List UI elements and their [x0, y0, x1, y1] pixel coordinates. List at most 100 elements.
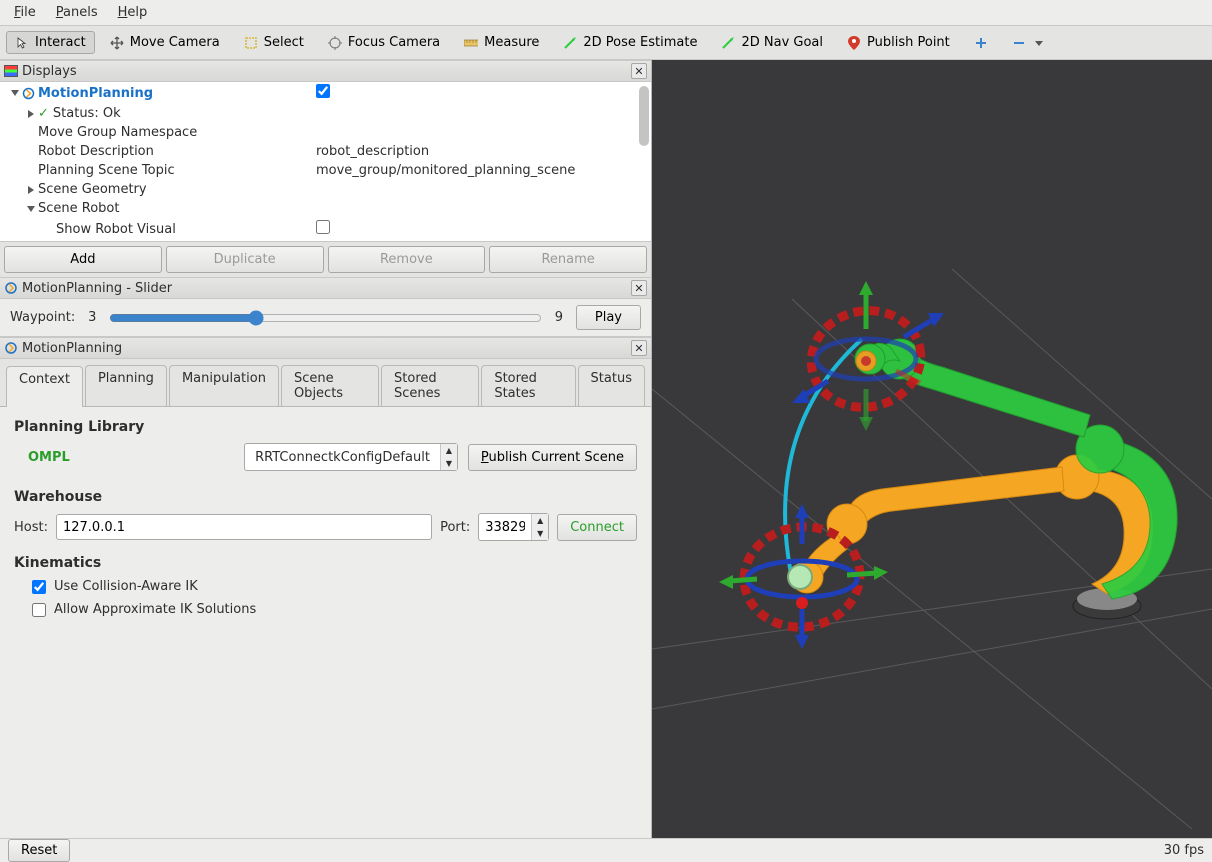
menubar: File Panels Help — [0, 0, 1212, 26]
tool-focus-camera-label: Focus Camera — [348, 35, 440, 50]
slider-header: MotionPlanning - Slider ✕ — [0, 277, 651, 299]
tab-scene-objects[interactable]: Scene Objects — [281, 365, 379, 406]
tab-stored-states[interactable]: Stored States — [481, 365, 575, 406]
add-button[interactable]: Add — [4, 246, 162, 273]
waypoint-value: 3 — [85, 310, 99, 325]
mp-title: MotionPlanning — [22, 341, 631, 356]
tree-row[interactable]: Planning Scene Topicmove_group/monitored… — [0, 161, 651, 180]
displays-buttons: Add Duplicate Remove Rename — [0, 242, 651, 277]
tool-focus-camera[interactable]: Focus Camera — [319, 31, 449, 54]
scrollbar-thumb[interactable] — [639, 86, 649, 146]
tool-publish-point-label: Publish Point — [867, 35, 950, 50]
collision-ik-checkbox[interactable] — [32, 580, 46, 594]
port-spin-down-icon[interactable]: ▼ — [532, 527, 548, 540]
combo-spinner[interactable]: ▲▼ — [440, 444, 457, 470]
waypoint-slider[interactable] — [109, 310, 542, 326]
displays-header: Displays ✕ — [0, 60, 651, 82]
tree-row[interactable]: Move Group Namespace — [0, 123, 651, 142]
collision-ik-label: Use Collision-Aware IK — [54, 579, 198, 594]
tool-move-camera[interactable]: Move Camera — [101, 31, 229, 54]
spin-up-icon[interactable]: ▲ — [441, 444, 457, 457]
port-label: Port: — [440, 520, 470, 535]
tree-checkbox[interactable] — [316, 84, 330, 98]
interact-icon — [15, 36, 29, 50]
tree-row[interactable]: Scene Geometry — [0, 180, 651, 199]
mp-panel-icon — [4, 341, 18, 355]
tree-row[interactable]: Show Robot Collision — [0, 240, 651, 242]
slider-close-icon[interactable]: ✕ — [631, 280, 647, 296]
displays-title: Displays — [22, 64, 631, 79]
slider-title: MotionPlanning - Slider — [22, 281, 631, 296]
planner-name: OMPL — [14, 450, 70, 465]
left-pane: Displays ✕ MotionPlanningStatus: OkMove … — [0, 60, 652, 838]
tool-plus[interactable] — [965, 32, 997, 54]
menu-file[interactable]: File — [6, 2, 44, 23]
kinematics-label: Kinematics — [14, 555, 637, 571]
menu-panels[interactable]: Panels — [48, 2, 106, 23]
tree-row[interactable]: Show Robot Visual — [0, 218, 651, 240]
focus-camera-icon — [328, 36, 342, 50]
tool-publish-point[interactable]: Publish Point — [838, 31, 959, 54]
approx-ik-checkbox[interactable] — [32, 603, 46, 617]
spin-down-icon[interactable]: ▼ — [441, 457, 457, 470]
planner-config-combo[interactable]: RRTConnectkConfigDefault ▲▼ — [244, 443, 458, 471]
port-input-group: ▲▼ — [478, 513, 549, 541]
tool-move-camera-label: Move Camera — [130, 35, 220, 50]
slider-panel-icon — [4, 281, 18, 295]
nav-goal-icon — [721, 36, 735, 50]
play-button[interactable]: Play — [576, 305, 641, 330]
remove-button[interactable]: Remove — [328, 246, 486, 273]
tool-select-label: Select — [264, 35, 304, 50]
planner-config-value: RRTConnectkConfigDefault — [245, 450, 440, 465]
planning-library-label: Planning Library — [14, 419, 637, 435]
select-icon — [244, 36, 258, 50]
reset-button[interactable]: Reset — [8, 839, 70, 862]
tree-checkbox[interactable] — [316, 220, 330, 234]
warehouse-label: Warehouse — [14, 489, 637, 505]
connect-button[interactable]: Connect — [557, 514, 637, 541]
tool-minus-dropdown[interactable] — [1003, 32, 1055, 54]
tree-row[interactable]: MotionPlanning — [0, 82, 651, 104]
displays-icon — [4, 65, 18, 77]
tool-pose-estimate[interactable]: 2D Pose Estimate — [554, 31, 706, 54]
mp-close-icon[interactable]: ✕ — [631, 340, 647, 356]
tool-pose-estimate-label: 2D Pose Estimate — [583, 35, 697, 50]
menu-help[interactable]: Help — [110, 2, 156, 23]
statusbar: Reset 30 fps — [0, 838, 1212, 862]
move-camera-icon — [110, 36, 124, 50]
pose-estimate-icon — [563, 36, 577, 50]
mp-tab-body: Planning Library OMPL RRTConnectkConfigD… — [0, 406, 651, 838]
tab-status[interactable]: Status — [578, 365, 645, 406]
tree-row[interactable]: Status: Ok — [0, 104, 651, 123]
tab-manipulation[interactable]: Manipulation — [169, 365, 279, 406]
mp-tabs: ContextPlanningManipulationScene Objects… — [0, 359, 651, 406]
tool-measure[interactable]: Measure — [455, 31, 548, 54]
mp-header: MotionPlanning ✕ — [0, 337, 651, 359]
tree-row[interactable]: Robot Descriptionrobot_description — [0, 142, 651, 161]
chevron-down-icon — [1032, 36, 1046, 50]
3d-viewport[interactable] — [652, 60, 1212, 838]
tool-nav-goal[interactable]: 2D Nav Goal — [712, 31, 832, 54]
publish-point-icon — [847, 36, 861, 50]
rename-button[interactable]: Rename — [489, 246, 647, 273]
publish-scene-button[interactable]: Publish Current Scene — [468, 444, 637, 471]
port-spinner[interactable]: ▲▼ — [531, 514, 548, 540]
tool-interact[interactable]: Interact — [6, 31, 95, 54]
slider-panel: Waypoint: 3 9 Play — [0, 299, 651, 337]
port-spin-up-icon[interactable]: ▲ — [532, 514, 548, 527]
tool-select[interactable]: Select — [235, 31, 313, 54]
tool-nav-goal-label: 2D Nav Goal — [741, 35, 823, 50]
tab-planning[interactable]: Planning — [85, 365, 167, 406]
displays-close-icon[interactable]: ✕ — [631, 63, 647, 79]
duplicate-button[interactable]: Duplicate — [166, 246, 324, 273]
toolbar: Interact Move Camera Select Focus Camera… — [0, 26, 1212, 60]
tab-stored-scenes[interactable]: Stored Scenes — [381, 365, 479, 406]
tab-context[interactable]: Context — [6, 366, 83, 407]
tree-row[interactable]: Scene Robot — [0, 199, 651, 218]
waypoint-max: 9 — [552, 310, 566, 325]
displays-tree[interactable]: MotionPlanningStatus: OkMove Group Names… — [0, 82, 651, 242]
measure-icon — [464, 36, 478, 50]
host-input[interactable] — [56, 514, 432, 540]
viewport-svg — [652, 60, 1212, 838]
port-input[interactable] — [479, 515, 531, 539]
